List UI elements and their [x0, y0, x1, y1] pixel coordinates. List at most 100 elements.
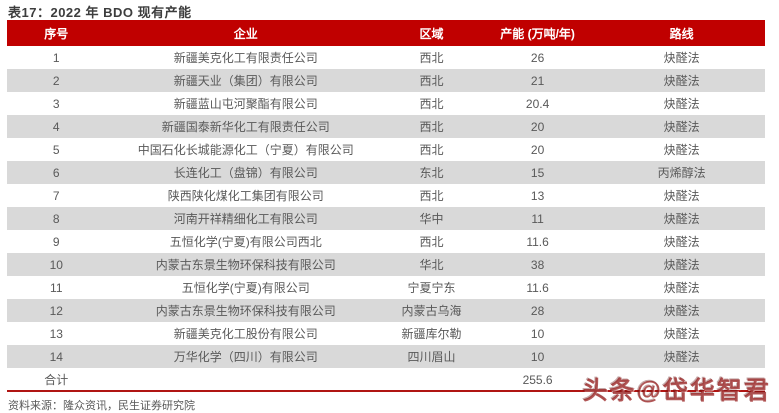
cell-region: 西北 — [419, 235, 444, 249]
cell-route: 炔醛法 — [663, 120, 700, 134]
cell-company: 中国石化长城能源化工（宁夏）有限公司 — [137, 143, 354, 157]
cell-route: 炔醛法 — [663, 235, 700, 249]
cell-seq: 7 — [52, 188, 60, 203]
cell-seq: 1 — [52, 50, 60, 65]
total-label: 合计 — [7, 368, 106, 391]
cell-company: 内蒙古东景生物环保科技有限公司 — [155, 304, 336, 318]
table-row: 11 五恒化学(宁夏)有限公司 宁夏宁东 11.6 炔醛法 — [7, 276, 765, 299]
cell-company: 新疆美克化工有限责任公司 — [173, 51, 318, 65]
cell-region: 内蒙古乌海 — [401, 304, 462, 318]
cell-company: 新疆国泰新华化工有限责任公司 — [161, 120, 330, 134]
cell-company: 五恒化学(宁夏)有限公司 — [181, 281, 310, 295]
cell-company: 新疆蓝山屯河聚酯有限公司 — [173, 97, 318, 111]
table-row: 1 新疆美克化工有限责任公司 西北 26 炔醛法 — [7, 46, 765, 69]
source-note: 资料来源：隆众资讯，民生证券研究院 — [8, 400, 195, 412]
cell-capacity: 15 — [530, 165, 545, 180]
cell-seq: 3 — [52, 96, 60, 111]
total-route-empty — [598, 368, 765, 391]
bottom-divider — [7, 390, 765, 392]
cell-capacity: 20 — [530, 119, 545, 134]
table-row: 7 陕西陕化煤化工集团有限公司 西北 13 炔醛法 — [7, 184, 765, 207]
cell-route: 炔醛法 — [663, 304, 700, 318]
cell-company: 陕西陕化煤化工集团有限公司 — [167, 189, 324, 203]
cell-company: 万华化学（四川）有限公司 — [173, 350, 318, 364]
table-row: 14 万华化学（四川）有限公司 四川眉山 10 炔醛法 — [7, 345, 765, 368]
header-route: 路线 — [598, 20, 765, 46]
cell-seq: 10 — [49, 257, 63, 272]
cell-route: 炔醛法 — [663, 327, 700, 341]
cell-route: 炔醛法 — [663, 74, 700, 88]
cell-capacity: 11.6 — [526, 280, 549, 295]
table-row: 10 内蒙古东景生物环保科技有限公司 华北 38 炔醛法 — [7, 253, 765, 276]
table-row: 8 河南开祥精细化工有限公司 华中 11 炔醛法 — [7, 207, 765, 230]
table-row: 9 五恒化学(宁夏)有限公司西北 西北 11.6 炔醛法 — [7, 230, 765, 253]
cell-region: 华中 — [419, 212, 444, 226]
table-row: 6 长连化工（盘锦）有限公司 东北 15 丙烯醇法 — [7, 161, 765, 184]
cell-region: 东北 — [419, 166, 444, 180]
bdo-capacity-table: 序号 企业 区域 产能 (万吨/年) 路线 1 新疆美克化工有限责任公司 西北 26 炔… — [7, 20, 765, 391]
cell-seq: 14 — [49, 349, 63, 364]
toutiao-watermark: 头条@岱华智君 — [582, 377, 771, 405]
cell-capacity: 28 — [530, 303, 545, 318]
header-seq: 序号 — [7, 20, 106, 46]
cell-seq: 6 — [52, 165, 60, 180]
cell-route: 炔醛法 — [663, 189, 700, 203]
cell-capacity: 10 — [530, 326, 545, 341]
cell-company: 长连化工（盘锦）有限公司 — [173, 166, 318, 180]
cell-seq: 8 — [52, 211, 60, 226]
cell-seq: 5 — [52, 142, 60, 157]
cell-company: 河南开祥精细化工有限公司 — [173, 212, 318, 226]
cell-route: 丙烯醇法 — [657, 166, 706, 180]
cell-seq: 13 — [49, 326, 63, 341]
cell-seq: 9 — [52, 234, 60, 249]
cell-capacity: 21 — [530, 73, 545, 88]
cell-seq: 4 — [52, 119, 60, 134]
total-row: 合计 255.6 — [7, 368, 765, 391]
cell-route: 炔醛法 — [663, 51, 700, 65]
total-region-empty — [386, 368, 477, 391]
cell-region: 西北 — [419, 143, 444, 157]
cell-company: 新疆天业（集团）有限公司 — [173, 74, 318, 88]
table-row: 5 中国石化长城能源化工（宁夏）有限公司 西北 20 炔醛法 — [7, 138, 765, 161]
header-capacity: 产能 (万吨/年) — [476, 20, 599, 46]
cell-route: 炔醛法 — [663, 258, 700, 272]
cell-capacity: 20.4 — [525, 96, 550, 111]
table-header-row: 序号 企业 区域 产能 (万吨/年) 路线 — [7, 20, 765, 46]
cell-route: 炔醛法 — [663, 350, 700, 364]
cell-route: 炔醛法 — [663, 97, 700, 111]
table-body: 1 新疆美克化工有限责任公司 西北 26 炔醛法 2 新疆天业（集团）有限公司 西北 21 炔醛法… — [7, 46, 765, 368]
cell-capacity: 11.6 — [526, 234, 549, 249]
cell-region: 宁夏宁东 — [407, 281, 456, 295]
header-region: 区域 — [386, 20, 477, 46]
table-row: 12 内蒙古东景生物环保科技有限公司 内蒙古乌海 28 炔醛法 — [7, 299, 765, 322]
cell-region: 新疆库尔勒 — [401, 327, 462, 341]
cell-route: 炔醛法 — [663, 143, 700, 157]
cell-region: 西北 — [419, 120, 444, 134]
cell-company: 五恒化学(宁夏)有限公司西北 — [169, 235, 322, 249]
table-row: 3 新疆蓝山屯河聚酯有限公司 西北 20.4 炔醛法 — [7, 92, 765, 115]
cell-capacity: 11 — [531, 211, 544, 226]
cell-capacity: 10 — [530, 349, 545, 364]
table-title: 表17：2022 年 BDO 现有产能 — [8, 5, 192, 20]
header-company: 企业 — [105, 20, 386, 46]
cell-region: 西北 — [419, 97, 444, 111]
cell-region: 西北 — [419, 189, 444, 203]
cell-region: 西北 — [419, 74, 444, 88]
cell-seq: 11 — [50, 280, 63, 295]
cell-route: 炔醛法 — [663, 281, 700, 295]
table-row: 2 新疆天业（集团）有限公司 西北 21 炔醛法 — [7, 69, 765, 92]
cell-capacity: 13 — [530, 188, 545, 203]
total-capacity: 255.6 — [476, 368, 599, 391]
cell-region: 四川眉山 — [407, 350, 456, 364]
cell-seq: 2 — [52, 73, 60, 88]
cell-region: 西北 — [419, 51, 444, 65]
cell-seq: 12 — [49, 303, 63, 318]
table-row: 4 新疆国泰新华化工有限责任公司 西北 20 炔醛法 — [7, 115, 765, 138]
cell-route: 炔醛法 — [663, 212, 700, 226]
total-company-empty — [105, 368, 386, 391]
cell-capacity: 20 — [530, 142, 545, 157]
cell-company: 新疆美克化工股份有限公司 — [173, 327, 318, 341]
cell-company: 内蒙古东景生物环保科技有限公司 — [155, 258, 336, 272]
cell-capacity: 38 — [530, 257, 545, 272]
